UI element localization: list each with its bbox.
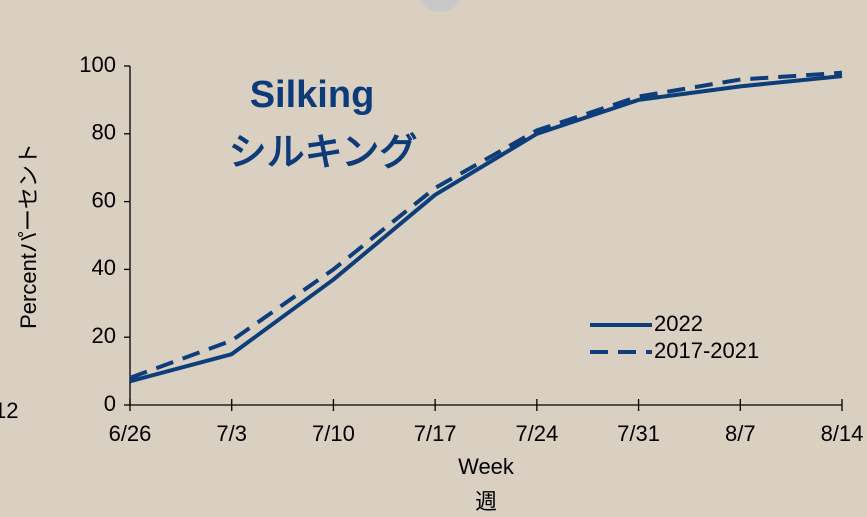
series-line — [129, 74, 843, 384]
x-tick-label: 7/17 — [414, 421, 457, 446]
y-tick-label: 20 — [92, 323, 116, 348]
y-tick-label: 100 — [79, 52, 116, 77]
x-tick-label: 8/14 — [821, 421, 864, 446]
y-tick-label: 0 — [104, 391, 116, 416]
x-axis-label: Week — [458, 454, 515, 479]
y-tick-label: 80 — [92, 120, 116, 145]
side-label: 12 — [0, 398, 18, 423]
x-tick-label: 7/10 — [312, 421, 355, 446]
y-axis-label: Percentパーセント — [16, 143, 41, 329]
legend-label: 2022 — [654, 311, 703, 336]
legend-label: 2017-2021 — [654, 338, 759, 363]
x-tick-label: 7/3 — [216, 421, 247, 446]
y-tick-label: 40 — [92, 255, 116, 280]
decoration — [419, 0, 461, 12]
x-tick-label: 7/24 — [515, 421, 558, 446]
chart-title: Silking — [250, 74, 375, 116]
x-tick-label: 8/7 — [725, 421, 756, 446]
x-axis-label-sub: 週 — [475, 489, 497, 514]
chart-subtitle: シルキング — [229, 132, 418, 174]
x-tick-label: 6/26 — [109, 421, 152, 446]
x-tick-label: 7/31 — [617, 421, 660, 446]
series-line — [129, 70, 843, 380]
y-tick-label: 60 — [92, 187, 116, 212]
